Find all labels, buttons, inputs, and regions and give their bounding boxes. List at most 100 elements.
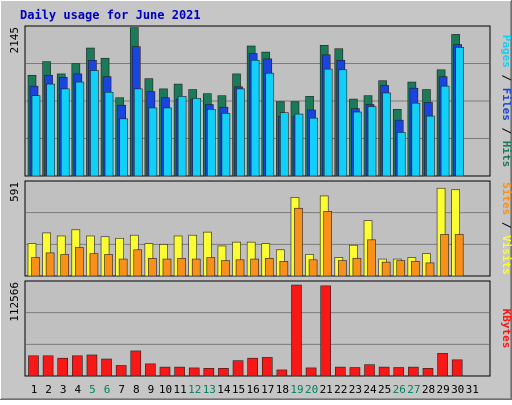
panel-bot: 112566 KBytes [8,280,512,377]
x-tick-label-day-27: 27 [407,383,420,396]
bar-kbytes-day-21 [320,285,332,377]
x-tick-label-day-19: 19 [290,383,303,396]
bar-pages-day-2 [46,83,55,177]
bar-pages-day-13 [207,109,216,177]
bar-kbytes-day-5 [86,354,98,377]
x-tick-label-day-15: 15 [232,383,245,396]
bar-pages-day-20 [309,117,318,177]
bar-sites-day-8 [133,249,143,277]
bar-kbytes-day-9 [145,363,156,377]
bar-pages-day-11 [177,96,187,177]
x-tick-label-day-20: 20 [305,383,318,396]
bar-pages-day-27 [411,102,421,177]
bar-sites-day-30 [454,234,464,277]
x-axis-day-labels: 1 2 3 4 5 6 7 8 9 10 11 12 13 14 15 16 17 18 19 20 21 22 23 24 2… [31,383,479,396]
bar-kbytes-day-25 [378,366,390,377]
bar-pages-day-12 [192,98,202,177]
bar-sites-day-13 [206,257,216,277]
bar-pages-day-10 [163,107,172,177]
x-tick-label-day-12: 12 [188,383,201,396]
bar-pages-day-21 [323,68,333,177]
bar-sites-day-7 [118,258,128,277]
bar-pages-day-9 [148,107,158,177]
bar-sites-day-20 [308,259,318,277]
bar-pages-day-8 [133,88,143,177]
bar-sites-day-15 [235,259,245,277]
bar-kbytes-day-12 [188,367,200,377]
x-tick-label-day-11: 11 [173,383,186,396]
bar-kbytes-day-15 [232,360,244,377]
legend-separator: / [500,121,512,141]
bar-kbytes-day-20 [305,367,317,377]
bar-sites-day-24 [367,239,376,277]
x-tick-label-day-17: 17 [261,383,274,396]
bar-pages-day-19 [294,113,304,177]
bar-sites-day-1 [31,257,40,277]
bar-kbytes-day-13 [203,368,215,377]
bar-sites-day-18 [279,261,289,277]
bar-pages-day-17 [265,72,275,177]
panel-mid: 591 Sites / Visits [8,180,512,277]
bar-pages-day-7 [119,118,128,177]
legend-mid: Sites / Visits [500,182,512,275]
bar-kbytes-day-18 [276,369,288,377]
x-tick-label-day-10: 10 [159,383,172,396]
bar-sites-day-28 [425,262,435,277]
bar-sites-day-25 [381,261,391,277]
bar-pages-day-23 [353,111,362,177]
x-tick-label-day-8: 8 [133,383,140,396]
x-tick-label-day-7: 7 [118,383,125,396]
bar-kbytes-day-30 [451,359,463,377]
bar-sites-day-12 [191,258,201,277]
bar-pages-day-15 [236,88,245,177]
legend-separator: / [500,215,512,235]
bar-kbytes-day-22 [335,366,346,377]
x-tick-label-day-31: 31 [466,383,479,396]
bar-sites-day-3 [60,254,70,277]
bar-kbytes-day-17 [261,357,273,377]
bar-sites-day-16 [250,258,259,277]
bar-sites-day-29 [440,234,449,277]
bar-sites-day-23 [352,257,362,277]
bar-kbytes-day-11 [174,366,185,377]
bar-kbytes-day-1 [28,355,39,377]
gridlines-bot [26,312,489,345]
bar-kbytes-day-24 [364,364,375,377]
x-tick-label-day-18: 18 [276,383,289,396]
bar-pages-day-6 [104,91,114,177]
bar-kbytes-day-2 [42,355,54,377]
bar-sites-day-2 [45,252,55,277]
legend-item-pages: Pages [500,35,512,68]
x-tick-label-day-6: 6 [104,383,111,396]
legend-bot: KBytes [500,309,512,349]
x-tick-label-day-26: 26 [393,383,406,396]
legend-separator: / [500,68,512,88]
bar-pages-day-22 [338,69,348,177]
bars-bot [28,284,463,377]
bar-kbytes-day-27 [408,366,419,377]
bar-pages-day-4 [75,81,85,177]
bar-kbytes-day-8 [130,350,142,377]
bar-kbytes-day-14 [218,368,229,377]
bar-pages-day-16 [250,59,260,177]
bar-sites-day-22 [338,260,347,277]
bar-kbytes-day-4 [72,355,83,377]
bar-kbytes-day-26 [393,367,405,377]
bar-sites-day-21 [323,211,333,277]
bar-sites-day-11 [177,257,186,277]
x-tick-label-day-13: 13 [203,383,216,396]
legend-item-hits: Hits [500,141,512,168]
legend-top: Pages / Files / Hits [500,35,512,168]
x-tick-label-day-2: 2 [45,383,52,396]
panel-top: 2145 Pages / Files / Hits [8,25,512,177]
bar-pages-day-28 [426,115,435,177]
bar-pages-day-14 [221,113,231,177]
bar-sites-day-4 [75,247,84,277]
bar-sites-day-17 [264,257,274,277]
x-tick-label-day-30: 30 [451,383,464,396]
bar-sites-day-5 [89,253,99,277]
x-tick-label-day-14: 14 [217,383,231,396]
legend-item-sites: Sites [500,182,512,215]
x-tick-label-day-29: 29 [436,383,449,396]
